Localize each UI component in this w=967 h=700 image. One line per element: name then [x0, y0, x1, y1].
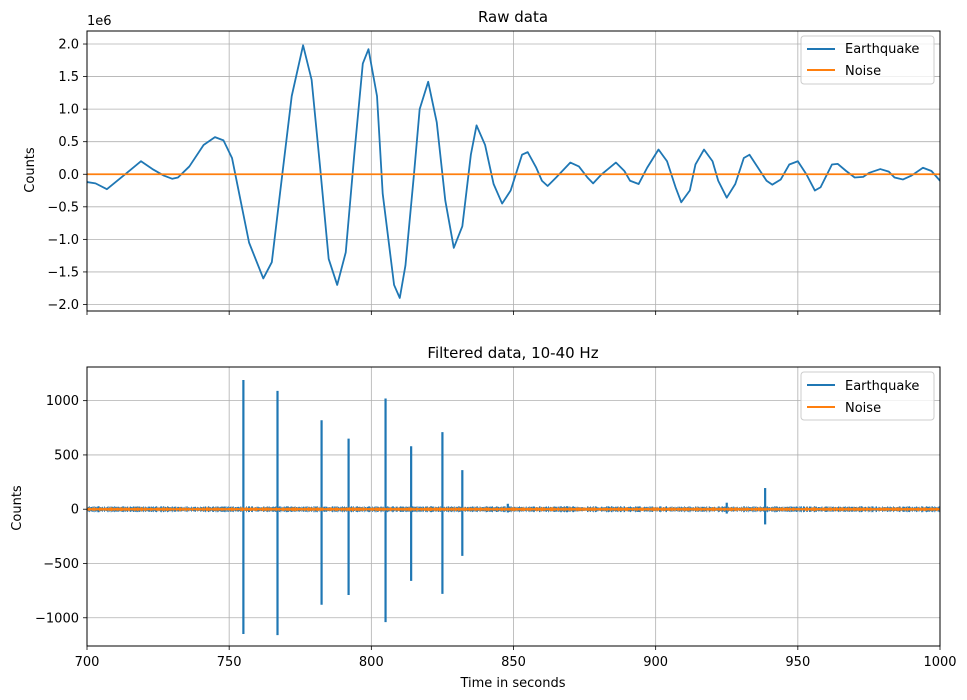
x-tick-label: 750 — [217, 655, 242, 670]
filtered-data-y-ticks: −1000 −500 0 500 1000 — [35, 394, 87, 626]
y-tick-label: −2.0 — [47, 298, 79, 313]
y-tick-label: −1.5 — [47, 265, 79, 280]
x-tick-label: 850 — [501, 655, 526, 670]
y-tick-label: 0.5 — [58, 135, 79, 150]
raw-data-y-axis-label: Counts — [23, 147, 38, 193]
x-tick-label: 700 — [75, 655, 100, 670]
y-tick-label: 0 — [71, 503, 79, 518]
raw-data-legend-noise-label: Noise — [845, 64, 881, 79]
y-tick-label: −1000 — [35, 611, 79, 626]
y-tick-label: −1.0 — [47, 233, 79, 248]
series-group — [87, 44, 940, 299]
y-tick-label: −0.5 — [47, 200, 79, 215]
filtered-data-legend-noise-label: Noise — [845, 401, 881, 416]
raw-data-title: Raw data — [478, 8, 548, 26]
x-tick-label: 900 — [643, 655, 668, 670]
raw-data-subplot: Raw data 1e6 Counts −2.0 −1.5 −1.0 −0.5 0.0 0… — [23, 8, 941, 315]
y-tick-label: 1000 — [46, 394, 79, 409]
x-tick-label: 800 — [359, 655, 384, 670]
filtered-data-axes-frame — [86, 366, 941, 647]
filtered-data-subplot: Filtered data, 10-40 Hz Counts Time in s… — [10, 344, 957, 691]
y-tick-label: 1.0 — [58, 103, 79, 118]
y-tick-label: −500 — [43, 557, 79, 572]
raw-data-offset-text: 1e6 — [87, 14, 112, 29]
series-earthquake-line — [87, 44, 940, 299]
x-tick-label: 1000 — [923, 655, 956, 670]
y-tick-label: 0.0 — [58, 168, 79, 183]
x-tick-label: 950 — [785, 655, 810, 670]
filtered-data-legend-earthquake-label: Earthquake — [845, 379, 919, 394]
raw-data-legend: Earthquake Noise — [800, 35, 935, 85]
raw-data-grid — [86, 31, 941, 311]
filtered-data-y-axis-label: Counts — [10, 485, 25, 531]
filtered-data-x-ticks: 700 750 800 850 900 950 1000 — [75, 646, 957, 670]
series-group — [87, 380, 940, 636]
y-tick-label: 500 — [54, 448, 79, 463]
raw-data-lines — [87, 44, 940, 299]
filtered-data-legend: Earthquake Noise — [800, 371, 935, 421]
raw-data-legend-earthquake-label: Earthquake — [845, 42, 919, 57]
raw-data-x-ticks — [86, 311, 941, 315]
filtered-data-lines — [87, 380, 940, 636]
y-tick-label: 1.5 — [58, 70, 79, 85]
filtered-data-x-axis-label: Time in seconds — [459, 676, 565, 691]
raw-data-y-ticks: −2.0 −1.5 −1.0 −0.5 0.0 0.5 1.0 1.5 2.0 — [47, 38, 87, 313]
raw-data-axes-frame — [86, 30, 941, 312]
filtered-data-title: Filtered data, 10-40 Hz — [427, 344, 598, 362]
y-tick-label: 2.0 — [58, 38, 79, 53]
